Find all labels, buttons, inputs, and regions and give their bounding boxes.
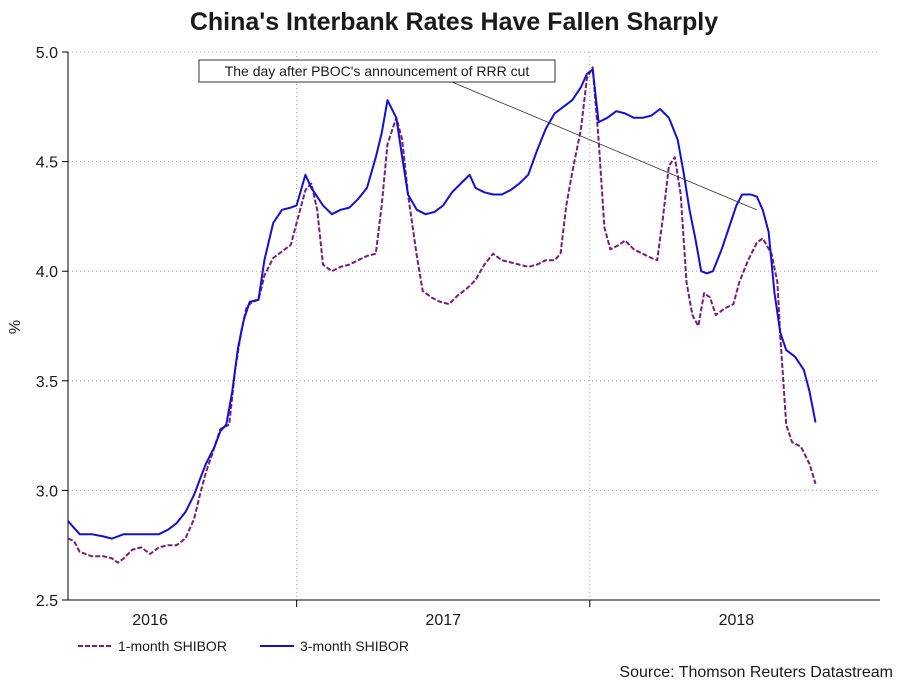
annotation-text: The day after PBOC's announcement of RRR… (225, 63, 530, 79)
chart-title: China's Interbank Rates Have Fallen Shar… (190, 8, 718, 36)
y-tick-label: 3.0 (36, 483, 58, 500)
series-group (67, 66, 817, 564)
axes (62, 51, 880, 607)
annotation-leader-line (451, 81, 758, 211)
y-tick-label: 3.5 (36, 374, 58, 391)
annotation-box (198, 59, 556, 83)
legend-label-1-month: 1-month SHIBOR (118, 638, 227, 654)
series-line-3-month-shibor (67, 68, 817, 540)
y-tick-label: 2.5 (36, 593, 58, 610)
series-line-1-month-shibor (67, 66, 817, 564)
y-tick-label: 5.0 (36, 45, 58, 62)
x-tick-label: 2016 (132, 612, 168, 629)
grid (68, 51, 880, 601)
y-axis-label: % (7, 320, 24, 334)
x-tick-labels: 2016 2017 2018 (132, 612, 754, 629)
legend: 1-month SHIBOR 3-month SHIBOR (78, 638, 409, 654)
y-tick-label: 4.0 (36, 264, 58, 281)
source-note: Source: Thomson Reuters Datastream (619, 664, 893, 681)
y-tick-labels: 2.5 3.0 3.5 4.0 4.5 5.0 (36, 45, 58, 610)
y-tick-label: 4.5 (36, 155, 58, 172)
x-tick-label: 2018 (719, 612, 755, 629)
annotation: The day after PBOC's announcement of RRR… (198, 59, 758, 211)
legend-label-3-month: 3-month SHIBOR (300, 638, 409, 654)
x-tick-label: 2017 (425, 612, 461, 629)
